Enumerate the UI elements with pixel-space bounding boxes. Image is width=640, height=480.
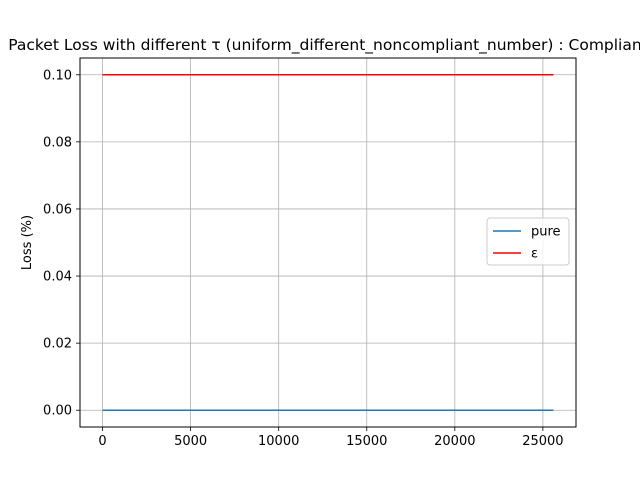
y-tick-label: 0.00 (43, 404, 72, 419)
y-tick-label: 0.08 (43, 135, 72, 150)
x-tick-label: 10000 (258, 434, 299, 449)
grid (80, 58, 576, 427)
x-tick-label: 15000 (346, 434, 387, 449)
legend-label: ε (531, 247, 538, 262)
y-tick-label: 0.10 (43, 68, 72, 83)
y-tick-label: 0.04 (43, 270, 72, 285)
series-layer (102, 74, 554, 411)
x-tick-label: 0 (98, 434, 106, 449)
y-axis-label: Loss (%) (20, 215, 35, 270)
y-tick-label: 0.06 (43, 202, 72, 217)
x-axis: 0 5000 10000 15000 20000 25000 (98, 427, 564, 449)
chart-title: Packet Loss with different τ (uniform_di… (8, 36, 640, 55)
legend: pure ε (486, 217, 570, 266)
plot-frame (79, 57, 577, 428)
y-axis: 0.00 0.02 0.04 0.06 0.08 0.10 (43, 68, 80, 419)
y-tick-label: 0.02 (43, 337, 72, 352)
x-tick-label: 25000 (522, 434, 563, 449)
x-tick-label: 5000 (174, 434, 207, 449)
x-tick-label: 20000 (434, 434, 475, 449)
legend-label: pure (531, 225, 561, 240)
